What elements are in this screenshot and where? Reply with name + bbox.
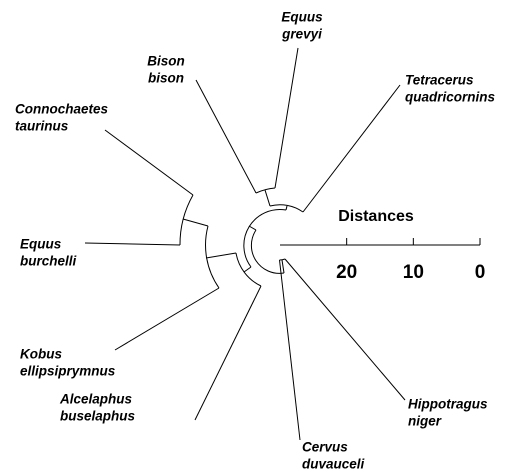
leaf-label: grevyi: [281, 27, 322, 42]
branch: [285, 205, 288, 211]
branch: [284, 258, 406, 401]
leaf-label: buselaphus: [60, 409, 136, 424]
branch: [182, 218, 209, 227]
leaf-label: quadricornins: [405, 90, 496, 105]
branch: [243, 266, 252, 273]
tree-branches: [84, 47, 406, 441]
branch: [264, 189, 271, 207]
leaf-label: Bison: [147, 54, 185, 69]
leaf-label: duvauceli: [302, 457, 365, 471]
leaf-label: Alcelaphus: [59, 392, 133, 407]
branch: [84, 242, 181, 246]
arc: [250, 229, 285, 274]
distance-scale: Distances 20 10 0: [280, 208, 485, 283]
leaf-label: taurinus: [15, 119, 69, 134]
branch: [104, 129, 194, 196]
leaf-label: niger: [408, 414, 442, 429]
leaf-label: burchelli: [20, 254, 77, 269]
branch: [302, 84, 401, 213]
arc: [235, 252, 262, 287]
tick-label: 20: [336, 262, 357, 283]
branch: [281, 259, 285, 274]
tick-label: 10: [403, 262, 424, 283]
leaf-label: Connochaetes: [15, 102, 109, 117]
arc: [279, 258, 286, 261]
tick-label: 0: [475, 262, 486, 283]
branch: [248, 225, 257, 231]
leaf-labels: Equus grevyi Bison bison Tetracerus quadricor…: [15, 10, 496, 471]
arc: [243, 208, 287, 268]
arc: [255, 187, 276, 194]
branch: [195, 79, 257, 194]
leaf-label: Tetracerus: [405, 73, 474, 88]
branch: [205, 252, 237, 259]
arc: [269, 204, 304, 213]
scale-title: Distances: [338, 208, 414, 225]
leaf-label: Equus: [20, 237, 62, 252]
branch: [114, 287, 220, 351]
leaf-label: Cervus: [302, 440, 348, 455]
leaf-label: ellipsiprymnus: [20, 364, 116, 379]
leaf-label: Kobus: [20, 347, 62, 362]
leaf-label: bison: [148, 71, 184, 86]
branch: [274, 47, 299, 189]
leaf-label: Hippotragus: [408, 397, 488, 412]
branch: [194, 285, 262, 421]
leaf-label: Equus: [281, 10, 323, 25]
branch: [279, 259, 301, 441]
